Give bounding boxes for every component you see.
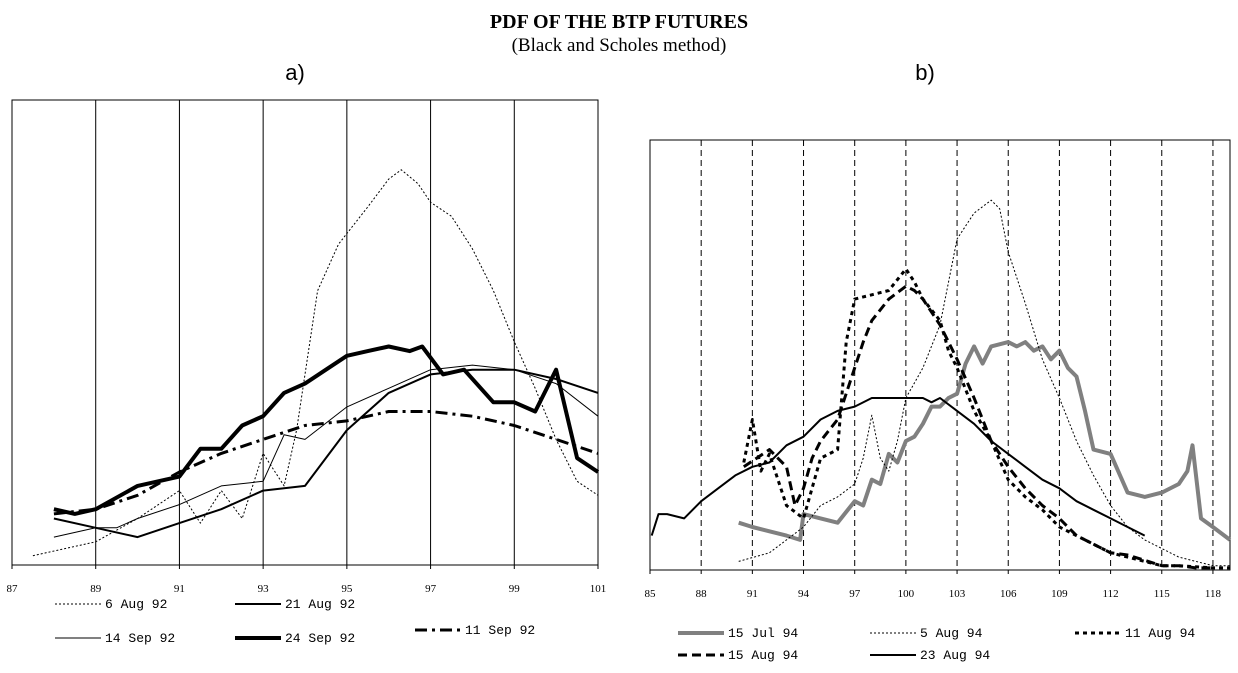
series-line xyxy=(650,397,1146,537)
x-tick-label: 93 xyxy=(258,583,270,595)
x-tick-label: 112 xyxy=(1103,588,1119,600)
x-tick-label: 100 xyxy=(898,588,915,600)
series-line xyxy=(53,368,599,539)
legend-label: 11 Aug 94 xyxy=(1125,626,1195,641)
x-tick-label: 118 xyxy=(1205,588,1222,600)
x-tick-label: 97 xyxy=(425,583,437,595)
x-tick-label: 94 xyxy=(798,588,810,600)
x-tick-label: 87 xyxy=(7,583,19,595)
x-tick-label: 109 xyxy=(1051,588,1068,600)
x-tick-label: 88 xyxy=(696,588,708,600)
series-line xyxy=(742,267,1230,570)
x-tick-label: 106 xyxy=(1000,588,1017,600)
x-tick-label: 115 xyxy=(1154,588,1171,600)
legend-label: 21 Aug 92 xyxy=(285,597,355,612)
legend-label: 11 Sep 92 xyxy=(465,623,535,638)
x-tick-label: 103 xyxy=(949,588,966,600)
x-tick-label: 101 xyxy=(590,583,607,595)
legend-label: 24 Sep 92 xyxy=(285,631,355,646)
legend-label: 15 Jul 94 xyxy=(728,626,798,641)
plot-frame xyxy=(649,139,1231,571)
legend-label: 5 Aug 94 xyxy=(920,626,983,641)
panel-label: a) xyxy=(285,60,305,85)
legend-label: 14 Sep 92 xyxy=(105,631,175,646)
x-tick-label: 99 xyxy=(509,583,521,595)
series-line xyxy=(53,364,599,538)
series-line xyxy=(738,199,1230,567)
legend-label: 23 Aug 94 xyxy=(920,648,990,663)
series-line xyxy=(32,169,599,557)
panel-label: b) xyxy=(915,60,935,85)
series-line xyxy=(53,410,599,516)
series-line xyxy=(742,284,1213,570)
x-tick-label: 85 xyxy=(645,588,657,600)
x-tick-label: 89 xyxy=(90,583,102,595)
series-line xyxy=(738,340,1232,542)
series-line xyxy=(53,344,600,516)
x-tick-label: 95 xyxy=(341,583,353,595)
subtitle: (Black and Scholes method) xyxy=(512,35,727,56)
legend-label: 6 Aug 92 xyxy=(105,597,167,612)
legend-label: 15 Aug 94 xyxy=(728,648,798,663)
x-tick-label: 91 xyxy=(747,588,758,600)
x-tick-label: 97 xyxy=(849,588,861,600)
x-tick-label: 91 xyxy=(174,583,185,595)
title: PDF OF THE BTP FUTURES xyxy=(490,11,748,33)
